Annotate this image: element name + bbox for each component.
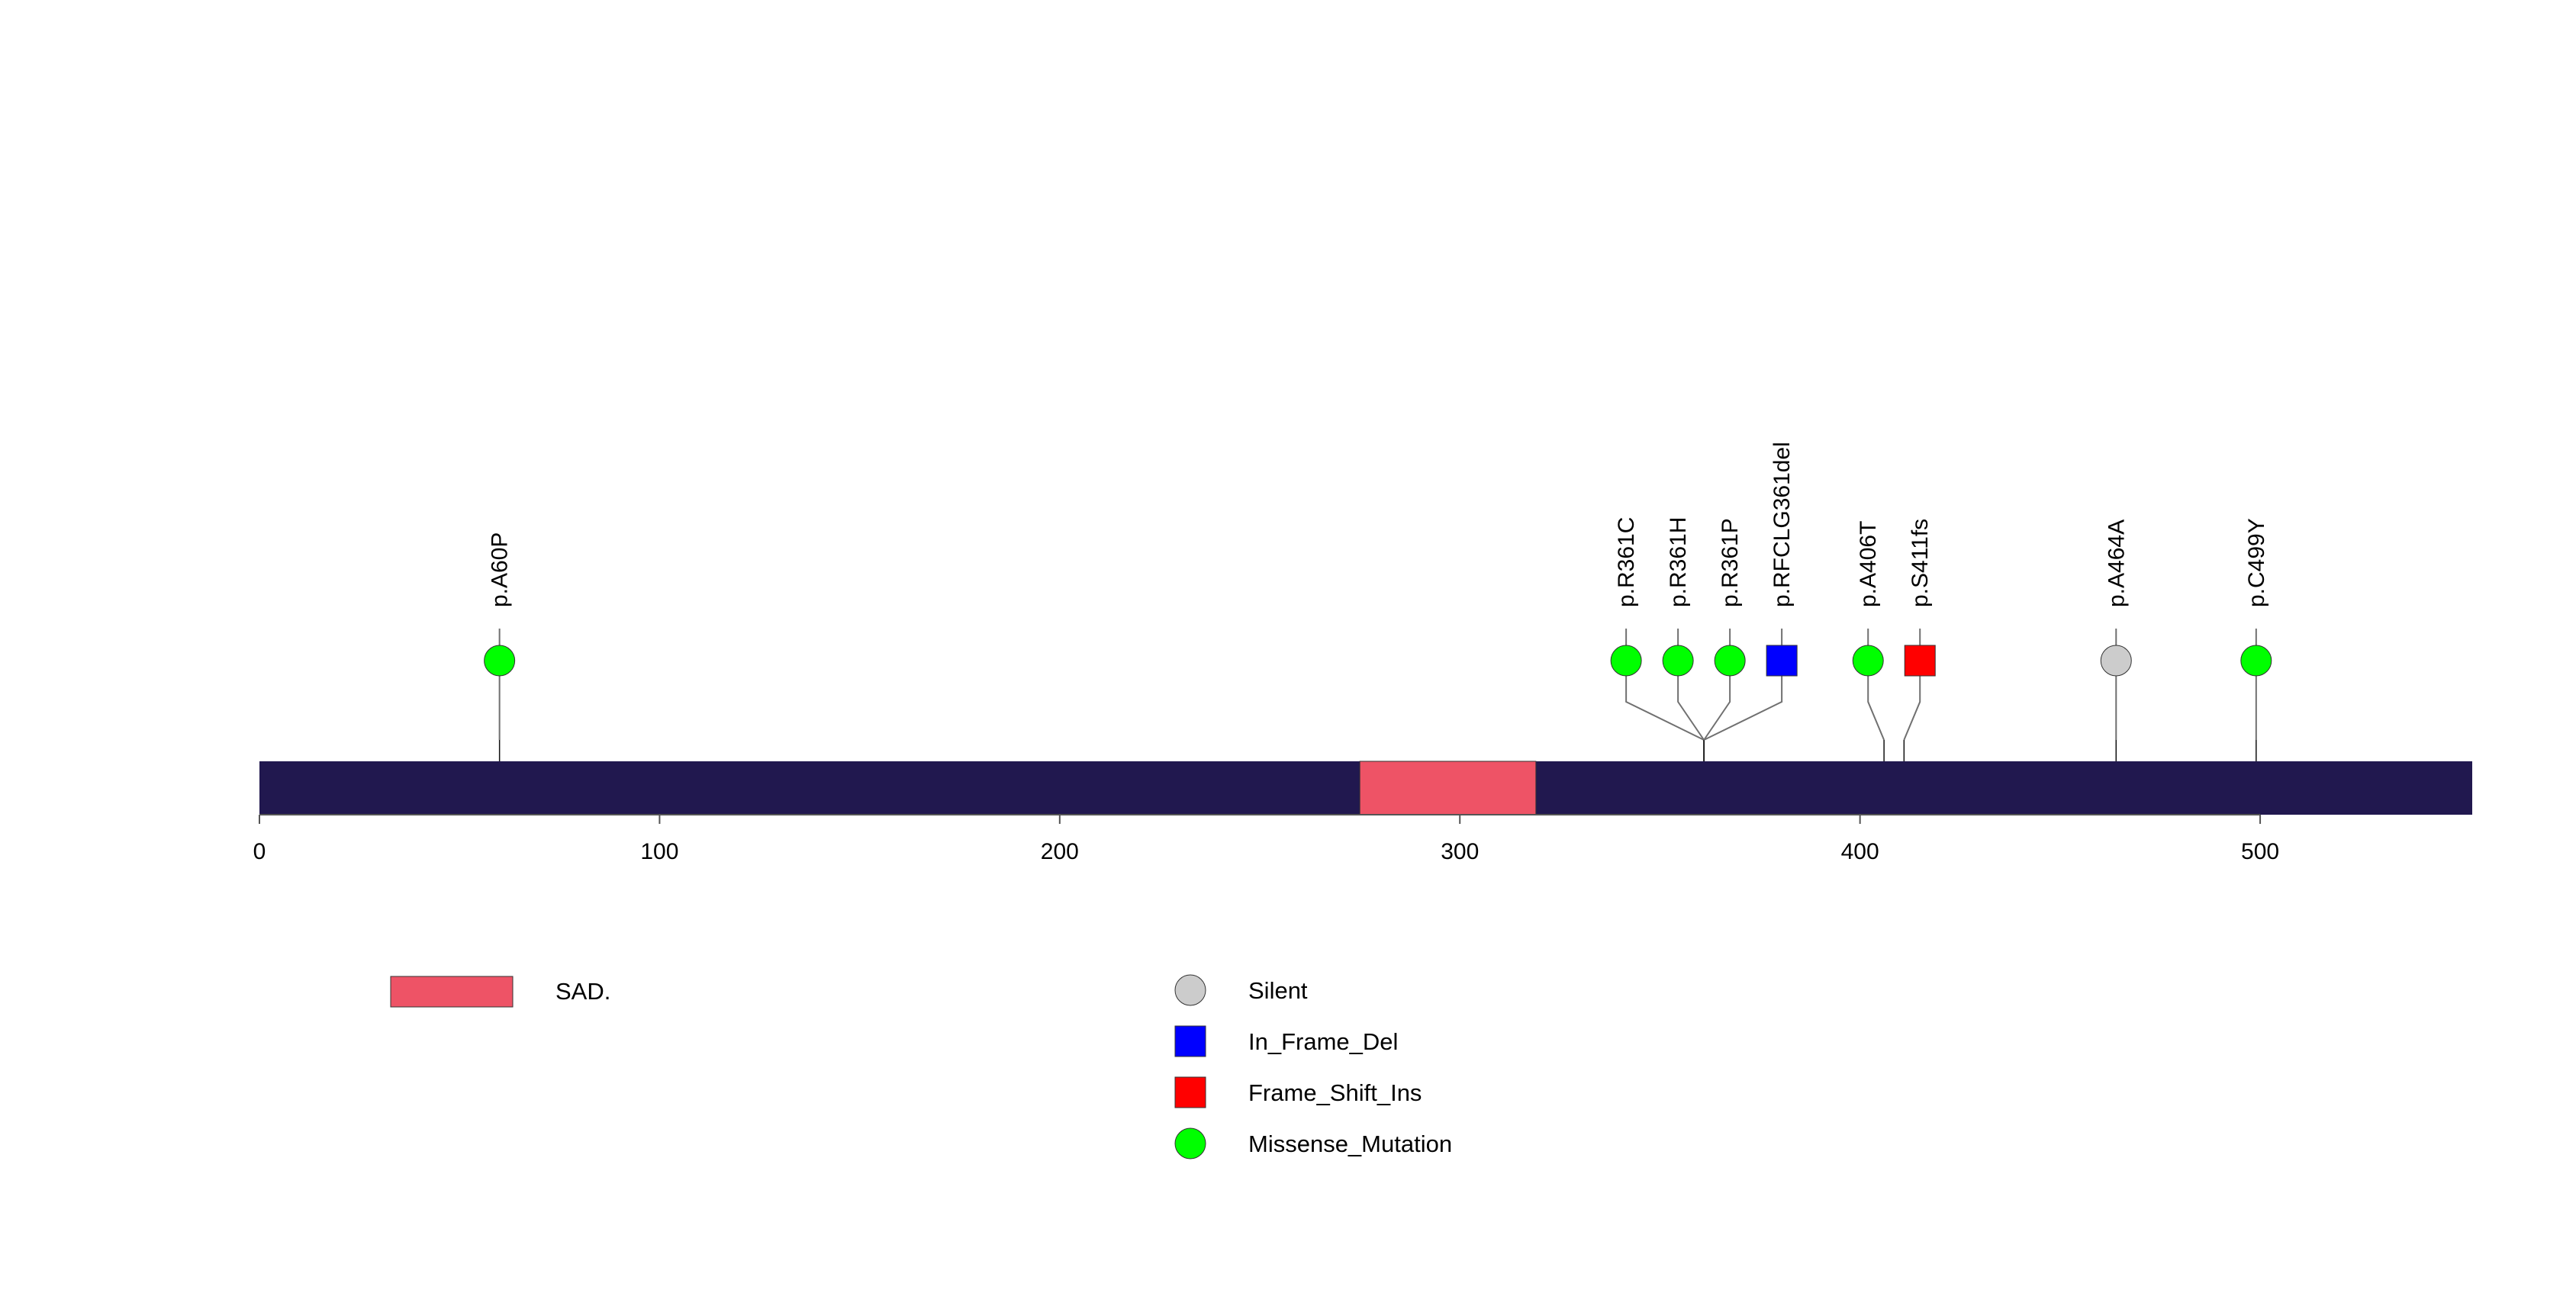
mutation-label-pc499y: p.C499Y bbox=[2244, 518, 2269, 607]
mutation-label-pr361h: p.R361H bbox=[1666, 517, 1691, 607]
backbone-layer bbox=[259, 761, 2472, 815]
mutation-marker-pa60p bbox=[484, 645, 516, 677]
legend-type-label: Missense_Mutation bbox=[1248, 1131, 1452, 1157]
mutation-label-ps411fs: p.S411fs bbox=[1908, 519, 1933, 607]
x-tick-label: 200 bbox=[1041, 839, 1079, 864]
mutation-marker-pa406t bbox=[1852, 645, 1884, 677]
mutation-marker-pr361p bbox=[1714, 645, 1746, 677]
mutation-label-pa406t: p.A406T bbox=[1856, 521, 1881, 607]
legend-type-label: Frame_Shift_Ins bbox=[1248, 1079, 1422, 1106]
mutation-label-pa60p: p.A60P bbox=[488, 532, 513, 607]
legend-type-swatch-frame-shift-ins bbox=[1174, 1076, 1206, 1108]
domain-sad bbox=[1359, 761, 1537, 815]
mutation-label-layer: p.A60P p.R361C p.R361H p.R361P p.RFCLG361del… bbox=[488, 442, 2269, 607]
mutation-marker-pr361c bbox=[1610, 645, 1642, 677]
mutation-label-prfclg361del: p.RFCLG361del bbox=[1769, 442, 1795, 607]
x-tick-label: 400 bbox=[1841, 839, 1879, 864]
mutation-marker-pr361h bbox=[1662, 645, 1694, 677]
x-tick-label: 500 bbox=[2241, 839, 2279, 864]
x-tick-label: 0 bbox=[253, 839, 266, 864]
legend-type-label: Silent bbox=[1248, 977, 1308, 1004]
legend-type-swatch-silent bbox=[1174, 974, 1206, 1006]
x-tick-label: 300 bbox=[1441, 839, 1479, 864]
marker-layer bbox=[484, 645, 2272, 677]
x-axis: 0 100 200 300 400 500 bbox=[253, 814, 2279, 864]
mutation-label-pa464a: p.A464A bbox=[2104, 519, 2129, 607]
legend-domain-label: SAD. bbox=[555, 978, 610, 1005]
legend-domain-swatch bbox=[390, 976, 514, 1008]
mutation-marker-pc499y bbox=[2240, 645, 2272, 677]
legend-type-swatch-in-frame-del bbox=[1174, 1025, 1206, 1057]
legend-type-swatch-missense-mutation bbox=[1174, 1127, 1206, 1160]
legend-type-label: In_Frame_Del bbox=[1248, 1028, 1398, 1055]
mutation-marker-pa464a bbox=[2100, 645, 2132, 677]
mutation-marker-prfclg361del bbox=[1766, 645, 1798, 677]
legend: SAD. Silent In_Frame_Del Frame_Shift_Ins Mis… bbox=[390, 974, 1452, 1160]
mutation-marker-ps411fs bbox=[1904, 645, 1936, 677]
mutation-label-pr361p: p.R361P bbox=[1718, 518, 1743, 607]
mutation-label-pr361c: p.R361C bbox=[1614, 517, 1639, 607]
x-tick-label: 100 bbox=[640, 839, 678, 864]
